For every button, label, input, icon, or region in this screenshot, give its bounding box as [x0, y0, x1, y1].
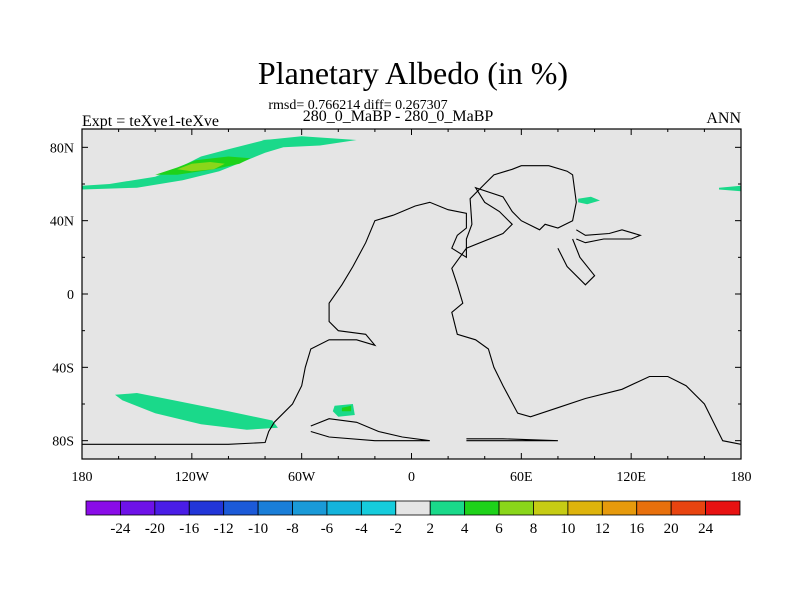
east-asia-inlet [576, 229, 642, 244]
colorbar-label: -12 [214, 521, 234, 537]
southern-ocean-band [115, 393, 278, 430]
colorbar-swatch [670, 500, 706, 516]
colorbar-label: -4 [355, 521, 368, 537]
x-tick-label: 180 [731, 470, 752, 485]
colorbar-swatch [395, 500, 431, 516]
x-tick-label: 60W [288, 470, 316, 485]
colorbar-label: 24 [698, 521, 714, 537]
x-tick-label: 60E [510, 470, 533, 485]
y-tick-label: 80S [52, 435, 74, 450]
colorbar-label: 16 [629, 521, 645, 537]
east-asia-shelf [557, 238, 596, 286]
colorbar-swatch [360, 500, 397, 516]
arctic-peak-north-pacific [177, 162, 225, 172]
colorbar-swatch [498, 500, 534, 516]
season-label: ANN [706, 110, 741, 127]
chart-title: Planetary Albedo (in %) [258, 55, 568, 91]
colorbar-swatch [429, 500, 466, 516]
colorbar-label: -20 [145, 521, 165, 537]
colorbar-label: -24 [110, 521, 130, 537]
antarctic-peninsula [310, 418, 430, 442]
colorbar-swatch [223, 500, 259, 516]
colorbar-swatch [705, 500, 741, 516]
dateline-north-patch [719, 185, 741, 192]
north-atlantic-patch [261, 138, 339, 144]
stats-line: rmsd= 0.766214 diff= 0.267307 [268, 98, 447, 113]
colorbar-label: 2 [426, 521, 434, 537]
x-tick-label: 0 [408, 470, 415, 485]
colorbar-swatch [567, 500, 603, 516]
colorbar-label: -16 [179, 521, 199, 537]
north-east-asia-patch [578, 196, 600, 205]
colorbar-label: 10 [560, 521, 575, 537]
colorbar-label: 8 [530, 521, 538, 537]
colorbar-swatch [85, 500, 121, 516]
axis-layer: 180 120W 60W 0 60E 120E 180 80N 40N 0 40S 80S [50, 129, 752, 485]
anomaly-layer [82, 136, 741, 430]
pangea-outline [273, 165, 741, 445]
y-tick-label: 80N [50, 141, 74, 156]
colorbar-swatch [533, 500, 569, 516]
y-tick-label: 0 [67, 288, 74, 303]
x-tick-label: 180 [72, 470, 93, 485]
chart-subtitle: 280_0_MaBP - 280_0_MaBP [303, 108, 494, 125]
colorbar-label: 4 [461, 521, 469, 537]
x-tick-label: 120W [175, 470, 210, 485]
colorbar-swatch [154, 500, 190, 516]
south-polar-coast [82, 422, 275, 445]
coastline-layer [82, 165, 741, 445]
colorbar-swatch [120, 500, 156, 516]
y-tick-label: 40N [50, 215, 74, 230]
colorbar: -24 -20 -16 -12 -10 -8 -6 -4 -2 2 4 6 8 10 12 16 20 24 [85, 500, 741, 537]
x-tick-label: 120E [616, 470, 646, 485]
colorbar-label: -2 [390, 521, 403, 537]
y-tick-label: 40S [52, 361, 74, 376]
weddell-coast [466, 438, 558, 442]
colorbar-swatch [464, 500, 500, 516]
colorbar-swatch [636, 500, 672, 516]
colorbar-label: 6 [495, 521, 503, 537]
colorbar-label: 12 [595, 521, 610, 537]
colorbar-swatch [188, 500, 225, 516]
colorbar-swatch [326, 500, 362, 516]
colorbar-swatch [257, 500, 293, 516]
south-america-tip-core [341, 405, 352, 412]
colorbar-swatch [601, 500, 638, 516]
colorbar-label: -6 [321, 521, 334, 537]
colorbar-label: 20 [664, 521, 679, 537]
experiment-label: Expt = teXve1-teXve [82, 113, 219, 130]
colorbar-label: -10 [248, 521, 268, 537]
colorbar-label: -8 [286, 521, 299, 537]
colorbar-swatch [292, 500, 328, 516]
